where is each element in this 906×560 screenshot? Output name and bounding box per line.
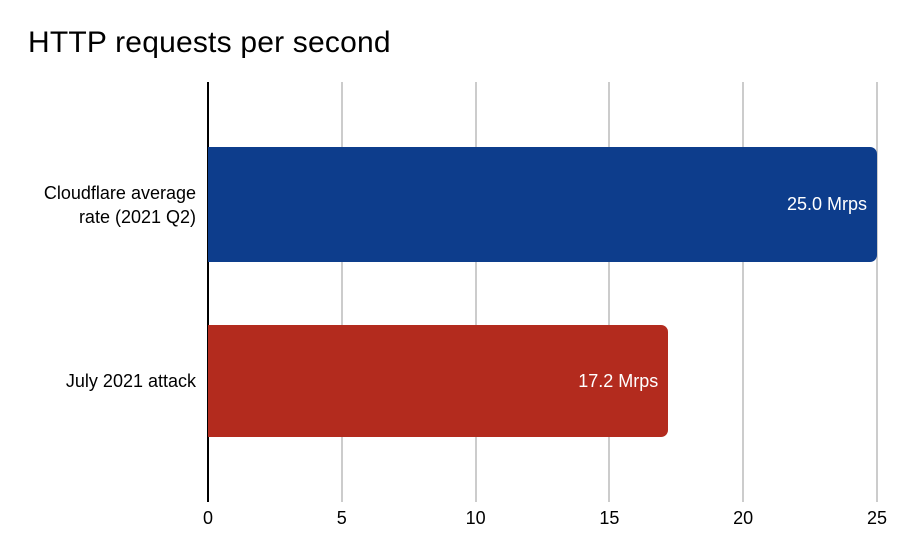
- gridline: [742, 82, 745, 502]
- category-label: Cloudflare average rate (2021 Q2): [43, 182, 196, 227]
- gridline: [340, 82, 343, 502]
- plot-area: 25.0 Mrps 17.2 Mrps: [207, 82, 878, 502]
- gridline: [474, 82, 477, 502]
- chart-title: HTTP requests per second: [28, 26, 391, 59]
- x-tick-label: 15: [599, 508, 620, 528]
- x-tick-label: 20: [733, 508, 754, 528]
- x-tick-label: 0: [202, 508, 214, 528]
- bar-0: 25.0 Mrps: [208, 147, 877, 262]
- gridline: [876, 82, 878, 502]
- x-tick-label: 10: [465, 508, 486, 528]
- bar-value-label: 17.2 Mrps: [578, 370, 659, 391]
- x-tick-label: 5: [336, 508, 347, 528]
- category-label: July 2021 attack: [65, 371, 196, 391]
- bar-1: 17.2 Mrps: [208, 325, 669, 437]
- zero-axis-line: [207, 82, 209, 502]
- bar-value-label: 25.0 Mrps: [786, 194, 867, 214]
- gridline: [608, 82, 611, 502]
- x-tick-label: 25: [866, 508, 888, 528]
